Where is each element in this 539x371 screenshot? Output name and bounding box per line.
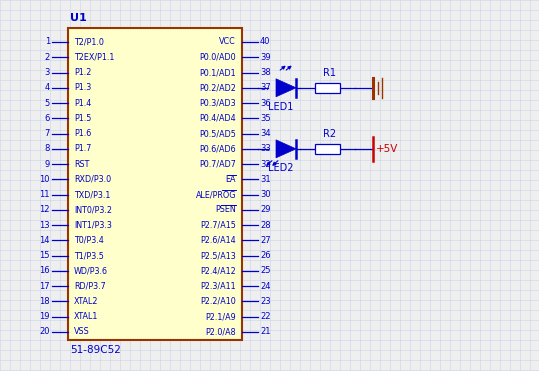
Text: 26: 26 (260, 251, 271, 260)
Text: 21: 21 (260, 328, 271, 336)
Text: 10: 10 (39, 175, 50, 184)
Text: P0.3/AD3: P0.3/AD3 (199, 99, 236, 108)
Text: 8: 8 (45, 144, 50, 153)
Text: 16: 16 (39, 266, 50, 275)
Text: P0.6/AD6: P0.6/AD6 (199, 144, 236, 153)
Text: P1.5: P1.5 (74, 114, 92, 123)
Text: P2.7/A15: P2.7/A15 (200, 221, 236, 230)
Text: 27: 27 (260, 236, 271, 245)
Text: VCC: VCC (219, 37, 236, 46)
Text: T0/P3.4: T0/P3.4 (74, 236, 103, 245)
Text: 31: 31 (260, 175, 271, 184)
Text: 32: 32 (260, 160, 271, 168)
Text: 17: 17 (39, 282, 50, 291)
Polygon shape (276, 79, 296, 97)
Text: 35: 35 (260, 114, 271, 123)
Text: LED2: LED2 (268, 163, 294, 173)
Text: 15: 15 (39, 251, 50, 260)
Text: 51-89C52: 51-89C52 (70, 345, 121, 355)
Text: 18: 18 (39, 297, 50, 306)
Text: P0.7/AD7: P0.7/AD7 (199, 160, 236, 168)
Text: P1.6: P1.6 (74, 129, 91, 138)
Text: INT1/P3.3: INT1/P3.3 (74, 221, 112, 230)
Text: P2.4/A12: P2.4/A12 (201, 266, 236, 275)
Text: 12: 12 (39, 206, 50, 214)
Text: RXD/P3.0: RXD/P3.0 (74, 175, 111, 184)
Text: 6: 6 (45, 114, 50, 123)
Text: 14: 14 (39, 236, 50, 245)
Text: 22: 22 (260, 312, 271, 321)
Text: 34: 34 (260, 129, 271, 138)
Text: P1.7: P1.7 (74, 144, 92, 153)
Text: INT0/P3.2: INT0/P3.2 (74, 206, 112, 214)
Text: T2EX/P1.1: T2EX/P1.1 (74, 53, 114, 62)
Text: 13: 13 (39, 221, 50, 230)
Text: +5V: +5V (376, 144, 398, 154)
Text: TXD/P3.1: TXD/P3.1 (74, 190, 110, 199)
Text: R2: R2 (322, 129, 336, 139)
Text: R1: R1 (322, 68, 335, 78)
Text: P2.2/A10: P2.2/A10 (201, 297, 236, 306)
Text: 1: 1 (45, 37, 50, 46)
Text: T1/P3.5: T1/P3.5 (74, 251, 104, 260)
Text: T2/P1.0: T2/P1.0 (74, 37, 104, 46)
Text: RST: RST (74, 160, 89, 168)
Text: P1.2: P1.2 (74, 68, 92, 77)
Text: XTAL1: XTAL1 (74, 312, 99, 321)
Text: 28: 28 (260, 221, 271, 230)
Text: P0.4/AD4: P0.4/AD4 (199, 114, 236, 123)
Text: P2.0/A8: P2.0/A8 (205, 328, 236, 336)
Text: XTAL2: XTAL2 (74, 297, 99, 306)
Text: 24: 24 (260, 282, 271, 291)
Text: P2.1/A9: P2.1/A9 (205, 312, 236, 321)
Polygon shape (276, 140, 296, 158)
Text: P2.6/A14: P2.6/A14 (201, 236, 236, 245)
Text: VSS: VSS (74, 328, 90, 336)
Text: 19: 19 (39, 312, 50, 321)
Bar (315, 83, 340, 93)
Text: P1.3: P1.3 (74, 83, 91, 92)
Text: 30: 30 (260, 190, 271, 199)
Text: 40: 40 (260, 37, 271, 46)
Text: 37: 37 (260, 83, 271, 92)
Text: 36: 36 (260, 99, 271, 108)
Text: 4: 4 (45, 83, 50, 92)
Bar (315, 144, 340, 154)
Text: P0.5/AD5: P0.5/AD5 (199, 129, 236, 138)
Text: P1.4: P1.4 (74, 99, 91, 108)
Text: 25: 25 (260, 266, 271, 275)
Text: 5: 5 (45, 99, 50, 108)
Text: 7: 7 (45, 129, 50, 138)
Text: WD/P3.6: WD/P3.6 (74, 266, 108, 275)
Text: EA: EA (225, 175, 236, 184)
Text: 2: 2 (45, 53, 50, 62)
Text: 29: 29 (260, 206, 271, 214)
Text: 23: 23 (260, 297, 271, 306)
Text: 39: 39 (260, 53, 271, 62)
Bar (68, 28, 242, 340)
Text: P2.5/A13: P2.5/A13 (201, 251, 236, 260)
Text: 38: 38 (260, 68, 271, 77)
Text: 20: 20 (39, 328, 50, 336)
Text: 9: 9 (45, 160, 50, 168)
Text: 11: 11 (39, 190, 50, 199)
Text: P0.2/AD2: P0.2/AD2 (199, 83, 236, 92)
Text: 3: 3 (45, 68, 50, 77)
Text: U1: U1 (70, 13, 87, 23)
Text: ALE/PROG: ALE/PROG (196, 190, 236, 199)
Text: P2.3/A11: P2.3/A11 (201, 282, 236, 291)
Text: LED1: LED1 (268, 102, 294, 112)
Text: 33: 33 (260, 144, 271, 153)
Text: P0.1/AD1: P0.1/AD1 (199, 68, 236, 77)
Text: P0.0/AD0: P0.0/AD0 (199, 53, 236, 62)
Text: PSEN: PSEN (215, 206, 236, 214)
Text: RD/P3.7: RD/P3.7 (74, 282, 106, 291)
